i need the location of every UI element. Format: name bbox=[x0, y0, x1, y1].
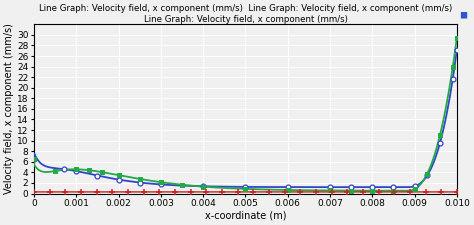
Title: Line Graph: Velocity field, x component (mm/s)  Line Graph: Velocity field, x co: Line Graph: Velocity field, x component … bbox=[39, 4, 452, 24]
X-axis label: x-coordinate (m): x-coordinate (m) bbox=[205, 211, 286, 221]
Text: ◼: ◼ bbox=[459, 9, 467, 19]
Y-axis label: Velocity field, x component (mm/s): Velocity field, x component (mm/s) bbox=[4, 23, 14, 194]
